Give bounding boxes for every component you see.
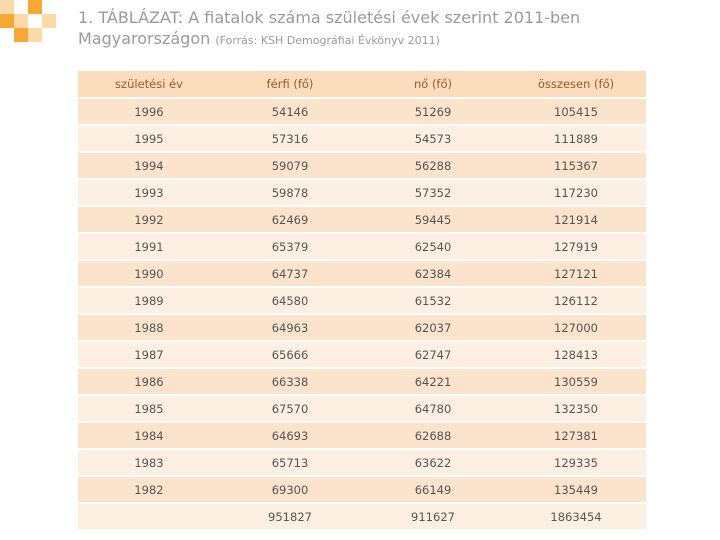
cell-female: 59445 [360,206,506,234]
cell-year: 1991 [78,233,220,261]
table-row: 1996 54146 51269 105415 [78,98,646,126]
cell-total: 129335 [506,449,646,477]
cell-total: 135449 [506,476,646,504]
total-label [78,503,220,531]
cell-total: 132350 [506,395,646,423]
cell-year: 1987 [78,341,220,369]
header-total: összesen (fő) [506,71,646,99]
cell-year: 1984 [78,422,220,450]
cell-male: 64963 [220,314,360,342]
cell-female: 62540 [360,233,506,261]
total-female: 911627 [360,503,506,531]
cell-total: 105415 [506,98,646,126]
table-total-row: 951827 911627 1863454 [78,503,646,531]
cell-female: 64780 [360,395,506,423]
table-title: 1. TÁBLÁZAT: A fiatalok száma születési … [78,8,678,52]
table-row: 1991 65379 62540 127919 [78,233,646,261]
title-line-1: 1. TÁBLÁZAT: A fiatalok száma születési … [78,8,678,28]
cell-year: 1995 [78,125,220,153]
cell-male: 67570 [220,395,360,423]
header-male: férfi (fő) [220,71,360,99]
cell-female: 62688 [360,422,506,450]
cell-male: 69300 [220,476,360,504]
cell-male: 65713 [220,449,360,477]
cell-male: 64737 [220,260,360,288]
header-female: nő (fő) [360,71,506,99]
title-label: 1. TÁBLÁZAT: [78,8,184,27]
table-row: 1989 64580 61532 126112 [78,287,646,315]
cell-male: 54146 [220,98,360,126]
cell-year: 1989 [78,287,220,315]
cell-male: 59878 [220,179,360,207]
cell-year: 1986 [78,368,220,396]
table-header-row: születési év férfi (fő) nő (fő) összesen… [78,71,646,99]
cell-female: 51269 [360,98,506,126]
cell-year: 1983 [78,449,220,477]
population-table: születési év férfi (fő) nő (fő) összesen… [78,71,646,531]
cell-year: 1993 [78,179,220,207]
cell-total: 128413 [506,341,646,369]
cell-male: 65379 [220,233,360,261]
cell-year: 1994 [78,152,220,180]
cell-female: 66149 [360,476,506,504]
table-row: 1988 64963 62037 127000 [78,314,646,342]
cell-male: 66338 [220,368,360,396]
title-text: A fiatalok száma születési évek szerint … [188,8,581,27]
cell-male: 64580 [220,287,360,315]
cell-total: 127121 [506,260,646,288]
table-row: 1984 64693 62688 127381 [78,422,646,450]
table-row: 1990 64737 62384 127121 [78,260,646,288]
table-row: 1982 69300 66149 135449 [78,476,646,504]
cell-year: 1988 [78,314,220,342]
total-male: 951827 [220,503,360,531]
cell-female: 57352 [360,179,506,207]
logo [0,0,60,50]
header-birth-year: születési év [78,71,220,99]
cell-female: 56288 [360,152,506,180]
data-table-wrapper: születési év férfi (fő) nő (fő) összesen… [78,71,646,531]
cell-male: 62469 [220,206,360,234]
cell-female: 54573 [360,125,506,153]
cell-total: 126112 [506,287,646,315]
cell-female: 64221 [360,368,506,396]
table-row: 1986 66338 64221 130559 [78,368,646,396]
cell-male: 65666 [220,341,360,369]
cell-male: 64693 [220,422,360,450]
cell-female: 62037 [360,314,506,342]
cell-male: 57316 [220,125,360,153]
cell-male: 59079 [220,152,360,180]
cell-total: 121914 [506,206,646,234]
table-row: 1987 65666 62747 128413 [78,341,646,369]
cell-total: 127919 [506,233,646,261]
table-row: 1992 62469 59445 121914 [78,206,646,234]
total-all: 1863454 [506,503,646,531]
cell-total: 130559 [506,368,646,396]
cell-total: 127000 [506,314,646,342]
cell-year: 1985 [78,395,220,423]
table-row: 1995 57316 54573 111889 [78,125,646,153]
title-country: Magyarországon [78,29,211,48]
cell-female: 61532 [360,287,506,315]
title-source: (Forrás: KSH Demográfiai Évkönyv 2011) [215,34,440,47]
cell-total: 117230 [506,179,646,207]
cell-year: 1996 [78,98,220,126]
table-row: 1985 67570 64780 132350 [78,395,646,423]
cell-total: 115367 [506,152,646,180]
title-line-2: Magyarországon (Forrás: KSH Demográfiai … [78,28,678,52]
cell-year: 1990 [78,260,220,288]
table-row: 1994 59079 56288 115367 [78,152,646,180]
table-row: 1993 59878 57352 117230 [78,179,646,207]
cell-year: 1992 [78,206,220,234]
cell-female: 62384 [360,260,506,288]
cell-total: 111889 [506,125,646,153]
table-row: 1983 65713 63622 129335 [78,449,646,477]
cell-year: 1982 [78,476,220,504]
cell-female: 63622 [360,449,506,477]
cell-female: 62747 [360,341,506,369]
cell-total: 127381 [506,422,646,450]
